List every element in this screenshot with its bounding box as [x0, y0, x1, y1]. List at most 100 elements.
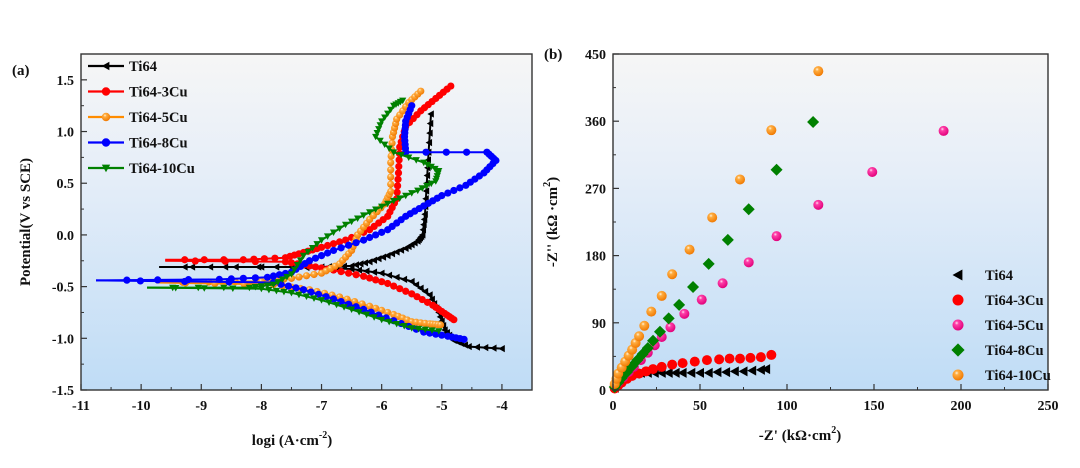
data-point — [283, 273, 291, 281]
data-point — [396, 195, 404, 202]
data-point — [867, 166, 878, 177]
data-point — [317, 237, 326, 244]
data-point — [393, 273, 400, 281]
data-point — [408, 277, 415, 286]
data-point — [444, 189, 452, 197]
y-axis-title-b: -Z'' (kΩ ·cm2) — [542, 177, 561, 267]
data-point — [254, 263, 262, 271]
legend-b: Ti64 Ti64-3Cu Ti64-5Cu Ti64-8Cu Ti64-10Cu — [951, 268, 1051, 384]
data-point — [766, 349, 777, 360]
data-point — [265, 286, 273, 294]
data-point — [667, 269, 678, 280]
x-axis-title-b: -Z' (kΩ·cm2) — [759, 425, 841, 444]
data-point — [344, 241, 353, 249]
data-point — [251, 283, 259, 291]
data-point — [361, 259, 369, 267]
data-point — [747, 365, 757, 376]
data-point — [426, 291, 433, 299]
data-point — [422, 148, 430, 156]
data-point — [673, 298, 686, 311]
data-point — [366, 274, 374, 282]
data-point — [393, 188, 401, 196]
data-point — [408, 325, 416, 332]
data-point — [431, 165, 439, 173]
data-point — [684, 244, 695, 255]
data-point — [299, 252, 308, 260]
legend-marker — [101, 112, 111, 122]
data-point — [257, 285, 265, 293]
data-point — [352, 303, 360, 311]
data-point — [807, 115, 820, 128]
data-point — [388, 139, 396, 147]
data-point — [302, 293, 311, 301]
data-point — [408, 190, 416, 197]
legend-label: Ti64-3Cu — [985, 293, 1044, 309]
data-point — [656, 290, 667, 301]
x-tick-label: -8 — [256, 399, 268, 414]
data-point — [181, 256, 189, 264]
x-axis-title-a-sup: -2 — [319, 430, 327, 441]
data-point — [435, 167, 443, 175]
data-point — [329, 240, 338, 248]
data-point — [755, 352, 766, 363]
data-point — [414, 325, 423, 333]
data-point — [405, 154, 413, 161]
x-tick-label: -11 — [72, 399, 90, 414]
legend-item-ti64-8cu: Ti64-8Cu — [951, 343, 1044, 359]
data-point — [450, 186, 458, 195]
data-point — [473, 343, 481, 351]
data-point — [348, 306, 356, 313]
data-point — [354, 215, 362, 222]
data-point — [438, 331, 446, 339]
data-point — [387, 158, 395, 167]
data-point — [378, 269, 385, 277]
data-point — [385, 318, 393, 326]
data-point — [390, 197, 398, 205]
data-point — [667, 359, 678, 370]
data-point — [648, 364, 659, 375]
legend-marker — [952, 369, 964, 381]
data-point — [656, 361, 667, 372]
data-point — [302, 272, 311, 280]
data-point — [419, 226, 427, 234]
data-point — [287, 289, 296, 297]
data-point — [360, 236, 368, 244]
data-point — [738, 366, 748, 377]
data-point — [372, 206, 380, 213]
data-point — [225, 278, 233, 286]
legend-marker — [952, 294, 964, 306]
x-tick-label: 150 — [864, 399, 885, 414]
data-point — [390, 282, 398, 290]
data-point — [394, 175, 402, 183]
legend-marker — [952, 319, 964, 331]
data-point — [317, 252, 326, 260]
data-point — [335, 238, 344, 246]
data-point — [428, 295, 435, 303]
data-point — [393, 320, 401, 328]
data-point — [665, 322, 676, 333]
y-tick-label: 0.0 — [57, 229, 75, 244]
data-point — [357, 260, 364, 268]
data-point — [450, 316, 458, 324]
data-point — [387, 180, 395, 188]
data-point — [394, 182, 402, 190]
y-tick-label: 1.0 — [57, 126, 75, 141]
data-point — [634, 331, 645, 342]
data-point — [395, 162, 403, 171]
data-point — [352, 271, 360, 279]
data-point — [670, 367, 680, 378]
data-point — [423, 182, 431, 190]
data-point — [400, 323, 408, 330]
data-point — [387, 173, 395, 181]
data-point — [200, 256, 208, 264]
data-point — [154, 276, 162, 284]
data-point — [490, 344, 497, 352]
data-point — [721, 233, 734, 246]
data-point — [370, 314, 378, 321]
data-point — [251, 274, 259, 282]
y-tick-label: 360 — [585, 115, 606, 130]
data-point — [712, 367, 722, 378]
legend-label: Ti64 — [985, 268, 1013, 284]
legend-item-ti64-5cu: Ti64-5Cu — [88, 110, 188, 126]
data-point — [395, 156, 403, 164]
